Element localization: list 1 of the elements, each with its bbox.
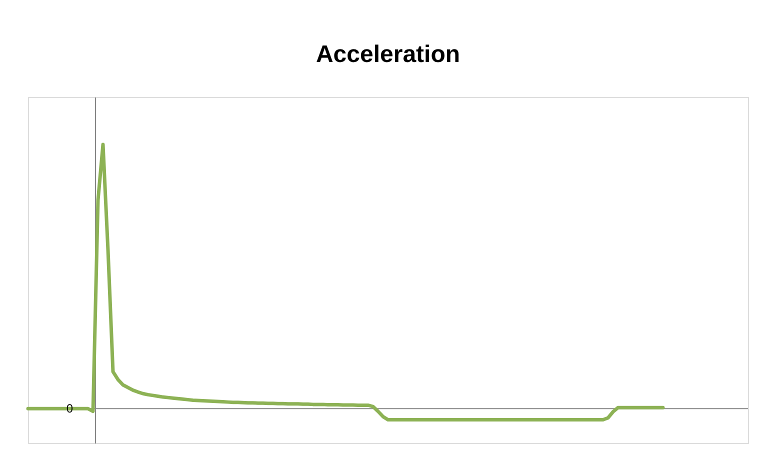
chart-title: Acceleration [316,41,460,68]
